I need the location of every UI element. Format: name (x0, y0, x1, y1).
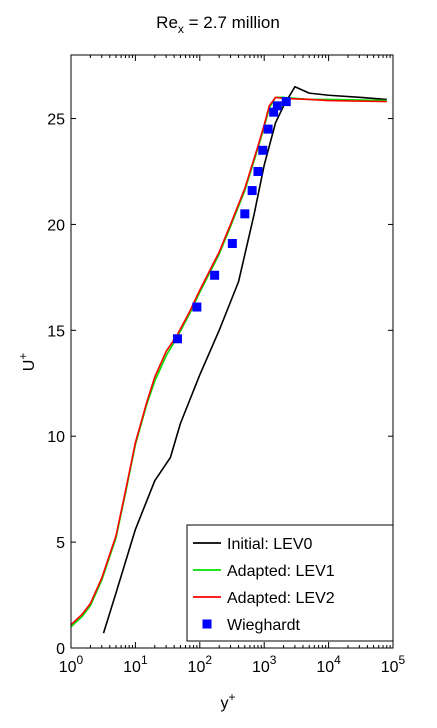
x-axis-label-superscript: + (228, 690, 235, 704)
series-line-0 (102, 85, 387, 634)
x-tick-label-1: 101 (123, 653, 148, 676)
x-tick-label-base-3: 10 (252, 659, 270, 676)
chart-title: Rex = 2.7 million (156, 13, 280, 36)
y-tick-label-2: 10 (47, 429, 65, 446)
x-tick-label-base-1: 10 (123, 659, 141, 676)
legend-label-1: Adapted: LEV1 (227, 563, 335, 580)
series-markers-3 (172, 97, 291, 344)
x-tick-label-exp-2: 2 (205, 653, 212, 667)
x-tick-label-exp-1: 1 (141, 653, 148, 667)
x-tick-label-exp-4: 4 (334, 653, 341, 667)
y-tick-label-1: 5 (56, 535, 65, 552)
x-tick-label-base-0: 10 (59, 659, 77, 676)
x-tick-label-base-5: 10 (381, 659, 399, 676)
data-point-5 (247, 186, 257, 196)
data-layer (71, 85, 387, 634)
y-tick-label-4: 20 (47, 217, 65, 234)
data-point-2 (210, 270, 220, 280)
y-tick-label-5: 25 (47, 112, 65, 129)
data-point-11 (281, 97, 291, 107)
x-tick-label-exp-3: 3 (270, 653, 277, 667)
axes-box (70, 54, 394, 649)
x-tick-label-base-4: 10 (316, 659, 334, 676)
x-tick-label-4: 104 (316, 653, 341, 676)
y-axis-label: U+ (16, 353, 38, 372)
legend-label-0: Initial: LEV0 (227, 536, 312, 553)
x-axis-label: y+ (220, 690, 235, 712)
x-tick-label-3: 103 (252, 653, 277, 676)
data-point-8 (263, 124, 273, 134)
series-line-2 (71, 96, 387, 626)
y-tick-label-3: 15 (47, 323, 65, 340)
chart-title-main: Re (156, 13, 178, 32)
chart-title-subscript: x (178, 22, 184, 36)
x-tick-label-base-2: 10 (188, 659, 206, 676)
x-tick-label-5: 105 (381, 653, 406, 676)
x-tick-label-exp-0: 0 (77, 653, 84, 667)
data-point-4 (240, 209, 250, 219)
x-tick-label-0: 100 (59, 653, 84, 676)
x-axis-label-main: y (220, 695, 228, 712)
legend-label-2: Adapted: LEV2 (227, 590, 335, 607)
legend: Initial: LEV0 Adapted: LEV1 Adapted: LEV2 W… (186, 524, 394, 642)
data-point-10 (272, 101, 282, 111)
data-point-9 (269, 107, 279, 117)
y-tick-label-0: 0 (56, 641, 65, 658)
legend-label-3: Wieghardt (227, 617, 300, 634)
y-axis-label-main: U (21, 360, 38, 372)
data-point-0 (172, 334, 182, 344)
x-tick-label-exp-5: 5 (399, 653, 406, 667)
legend-box (186, 524, 394, 642)
data-point-3 (227, 238, 237, 248)
chart-title-rest: = 2.7 million (184, 13, 280, 32)
data-point-6 (253, 166, 263, 176)
y-axis-label-superscript: + (16, 353, 30, 360)
x-tick-label-2: 102 (188, 653, 213, 676)
legend-swatch-3 (202, 619, 212, 629)
data-point-1 (192, 302, 202, 312)
data-point-7 (258, 145, 268, 155)
